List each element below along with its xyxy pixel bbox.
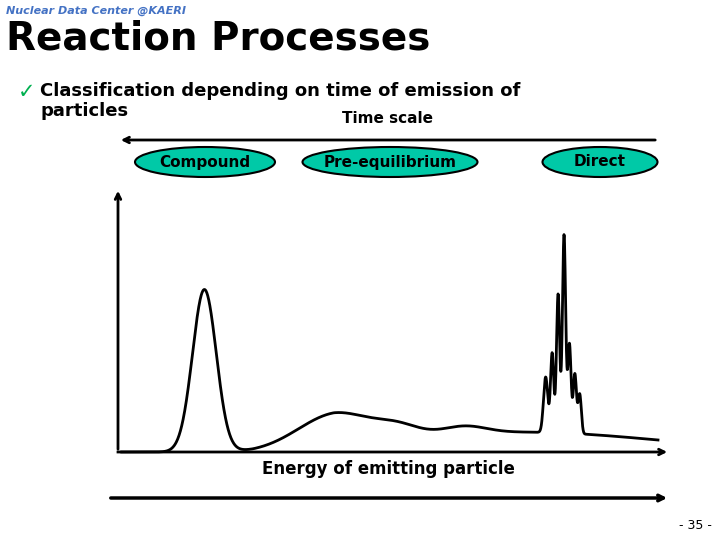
Text: Nuclear Data Center @KAERI: Nuclear Data Center @KAERI	[6, 6, 186, 16]
Ellipse shape	[542, 147, 657, 177]
Text: particles: particles	[40, 102, 128, 120]
Text: Classification depending on time of emission of: Classification depending on time of emis…	[40, 82, 521, 100]
Text: Compound: Compound	[159, 154, 251, 170]
Text: Reaction Processes: Reaction Processes	[6, 20, 431, 58]
Ellipse shape	[135, 147, 275, 177]
Text: ✓: ✓	[18, 82, 35, 102]
Text: Energy of emitting particle: Energy of emitting particle	[261, 460, 514, 478]
Text: Pre-equilibrium: Pre-equilibrium	[323, 154, 456, 170]
Text: Time scale: Time scale	[343, 111, 433, 126]
Text: - 35 -: - 35 -	[679, 519, 712, 532]
Text: Direct: Direct	[574, 154, 626, 170]
Ellipse shape	[302, 147, 477, 177]
